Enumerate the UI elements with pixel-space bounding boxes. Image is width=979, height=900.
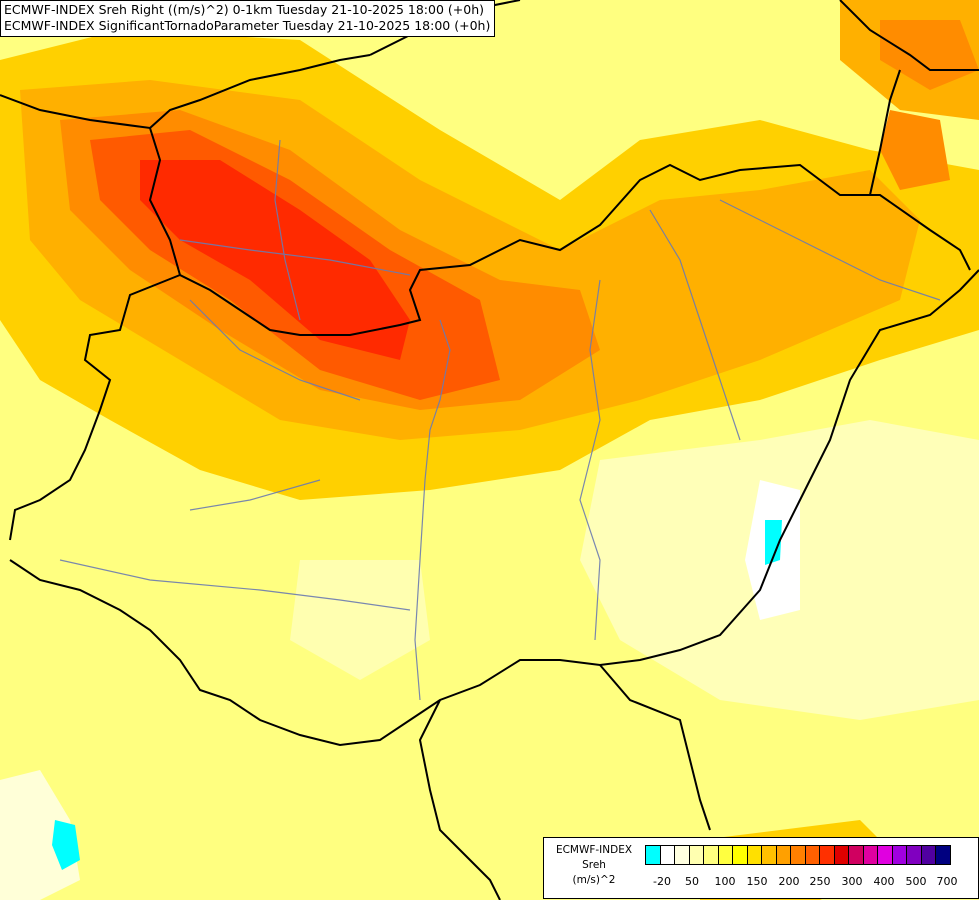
legend-tick-label: 250 [809,875,831,888]
legend-swatch [717,845,733,865]
legend-swatch [790,845,806,865]
header-line-1: ECMWF-INDEX Sreh Right ((m/s)^2) 0-1km T… [4,2,484,17]
legend-tick-label: 700 [936,875,958,888]
legend-title-line-2: Sreh [582,859,606,871]
legend-swatch [746,845,762,865]
legend-swatch [833,845,849,865]
legend-swatch [848,845,864,865]
legend-swatch [920,845,936,865]
legend-swatch [732,845,748,865]
legend-unit: (m/s)^2 [572,874,616,886]
legend-swatches [645,845,951,865]
legend-swatch [659,845,675,865]
legend-tick-label: 150 [746,875,768,888]
legend-ticks: -20 50 100 150 200 250 300 400 500 700 [642,875,972,891]
map-header: ECMWF-INDEX Sreh Right ((m/s)^2) 0-1km T… [0,0,496,37]
legend-title: ECMWF-INDEX Sreh (m/s)^2 [544,843,644,888]
legend-tick-label: 300 [841,875,863,888]
legend-tick-label: 500 [905,875,927,888]
legend-swatch [819,845,835,865]
legend-swatch [935,845,951,865]
legend-swatch [877,845,893,865]
legend-swatch [906,845,922,865]
header-line-2: ECMWF-INDEX SignificantTornadoParameter … [4,18,491,33]
color-legend: ECMWF-INDEX Sreh (m/s)^2 -20 50 100 150 200 2… [543,837,979,899]
legend-title-line-1: ECMWF-INDEX [555,844,633,856]
legend-swatch [703,845,719,865]
legend-swatch [674,845,690,865]
legend-swatch [804,845,820,865]
legend-swatch [688,845,704,865]
legend-swatch [645,845,661,865]
legend-tick-label: 100 [714,875,736,888]
legend-tick-label: 50 [685,875,699,888]
legend-tick-label: 400 [873,875,895,888]
legend-tick-label: 200 [778,875,800,888]
legend-swatch [891,845,907,865]
legend-swatch [862,845,878,865]
legend-tick-label: -20 [653,875,671,888]
legend-swatch [775,845,791,865]
legend-swatch [761,845,777,865]
